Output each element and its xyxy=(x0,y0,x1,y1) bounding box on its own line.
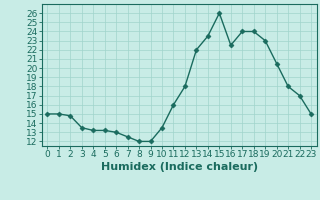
X-axis label: Humidex (Indice chaleur): Humidex (Indice chaleur) xyxy=(100,162,258,172)
